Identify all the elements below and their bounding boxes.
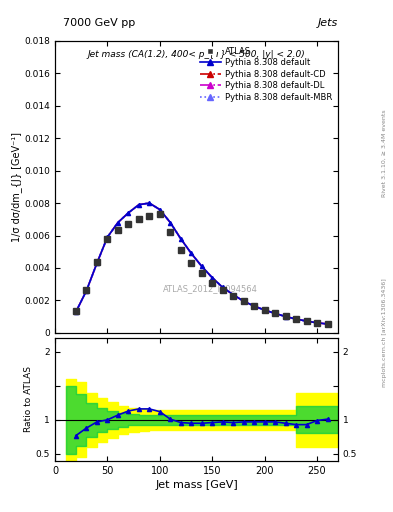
ATLAS	[147, 213, 152, 219]
Pythia 8.308 default	[252, 303, 257, 309]
Text: 7000 GeV pp: 7000 GeV pp	[63, 18, 135, 28]
Pythia 8.308 default	[178, 236, 183, 242]
ATLAS	[210, 280, 215, 286]
ATLAS	[126, 221, 131, 227]
Pythia 8.308 default	[325, 321, 330, 327]
ATLAS	[73, 308, 78, 314]
Pythia 8.308 default	[315, 319, 320, 326]
Pythia 8.308 default	[84, 288, 89, 294]
Text: Jet mass (CA(1.2), 400< p_{T} < 500, |y| < 2.0): Jet mass (CA(1.2), 400< p_{T} < 500, |y|…	[88, 50, 305, 59]
ATLAS	[95, 259, 99, 265]
Text: ATLAS_2012_I1094564: ATLAS_2012_I1094564	[163, 285, 258, 293]
Pythia 8.308 default	[220, 284, 225, 290]
Text: Rivet 3.1.10, ≥ 3.4M events: Rivet 3.1.10, ≥ 3.4M events	[382, 110, 387, 198]
ATLAS	[168, 229, 173, 236]
Line: Pythia 8.308 default: Pythia 8.308 default	[74, 201, 330, 326]
Pythia 8.308 default	[73, 309, 78, 315]
X-axis label: Jet mass [GeV]: Jet mass [GeV]	[155, 480, 238, 490]
ATLAS	[178, 247, 183, 253]
Pythia 8.308 default	[126, 210, 131, 216]
ATLAS	[252, 303, 257, 309]
ATLAS	[136, 216, 141, 222]
Pythia 8.308 default	[95, 260, 99, 266]
Pythia 8.308 default	[262, 307, 267, 313]
Pythia 8.308 default	[294, 316, 298, 322]
Pythia 8.308 default	[210, 274, 215, 281]
Pythia 8.308 default	[136, 202, 141, 208]
Pythia 8.308 default	[105, 234, 110, 240]
ATLAS	[158, 211, 162, 218]
Pythia 8.308 default	[241, 298, 246, 304]
ATLAS	[105, 236, 110, 242]
Line: ATLAS: ATLAS	[73, 211, 330, 327]
ATLAS	[220, 287, 225, 293]
ATLAS	[262, 307, 267, 313]
ATLAS	[325, 321, 330, 327]
ATLAS	[294, 316, 298, 322]
Pythia 8.308 default	[147, 200, 152, 206]
Y-axis label: 1/σ dσ/dm_{J} [GeV⁻¹]: 1/σ dσ/dm_{J} [GeV⁻¹]	[11, 132, 22, 242]
Pythia 8.308 default	[283, 313, 288, 319]
Text: mcplots.cern.ch [arXiv:1306.3436]: mcplots.cern.ch [arXiv:1306.3436]	[382, 279, 387, 387]
ATLAS	[315, 319, 320, 326]
ATLAS	[241, 298, 246, 304]
Y-axis label: Ratio to ATLAS: Ratio to ATLAS	[24, 367, 33, 432]
Pythia 8.308 default	[231, 292, 235, 298]
Legend: ATLAS, Pythia 8.308 default, Pythia 8.308 default-CD, Pythia 8.308 default-DL, P: ATLAS, Pythia 8.308 default, Pythia 8.30…	[196, 44, 336, 105]
ATLAS	[283, 313, 288, 319]
ATLAS	[199, 270, 204, 276]
ATLAS	[116, 227, 120, 233]
ATLAS	[84, 287, 89, 293]
Pythia 8.308 default	[116, 220, 120, 226]
Pythia 8.308 default	[304, 318, 309, 324]
ATLAS	[273, 310, 277, 316]
ATLAS	[304, 318, 309, 324]
Pythia 8.308 default	[189, 250, 194, 257]
ATLAS	[231, 292, 235, 298]
Pythia 8.308 default	[273, 310, 277, 316]
Pythia 8.308 default	[199, 263, 204, 269]
Pythia 8.308 default	[158, 206, 162, 212]
ATLAS	[189, 260, 194, 266]
Text: Jets: Jets	[318, 18, 338, 28]
Pythia 8.308 default	[168, 220, 173, 226]
